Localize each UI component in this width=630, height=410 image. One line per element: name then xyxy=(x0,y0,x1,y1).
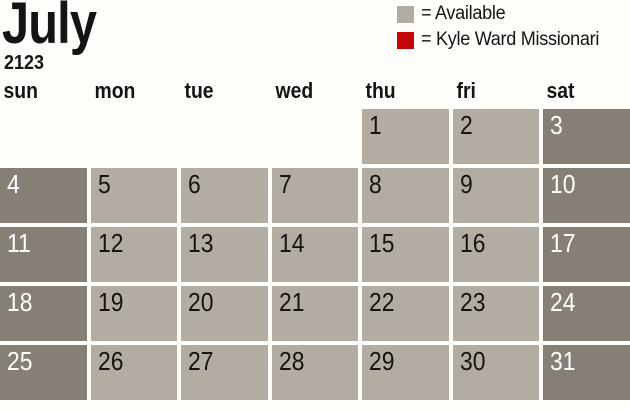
day-cell-6[interactable]: 6 xyxy=(181,168,268,223)
legend-item-kyle-ward-missionaries: = Kyle Ward Missionari xyxy=(397,29,609,51)
day-cell-10[interactable]: 10 xyxy=(543,168,630,223)
day-number: 16 xyxy=(459,228,486,258)
legend: = Available = Kyle Ward Missionari xyxy=(397,3,609,51)
weekday-sat: sat xyxy=(546,78,575,103)
day-number: 1 xyxy=(369,110,383,140)
weekday-thu: thu xyxy=(365,78,396,103)
day-cell-29[interactable]: 29 xyxy=(362,345,449,400)
day-number: 26 xyxy=(97,346,124,376)
booked-swatch-icon xyxy=(397,31,414,49)
weekday-mon: mon xyxy=(94,78,135,103)
day-number: 27 xyxy=(188,346,214,376)
day-cell-13[interactable]: 13 xyxy=(181,227,268,282)
day-cell-22[interactable]: 22 xyxy=(362,286,449,341)
day-number: 25 xyxy=(7,346,33,376)
day-number: 30 xyxy=(459,346,486,376)
day-cell-25[interactable]: 25 xyxy=(0,345,87,400)
day-cell-17[interactable]: 17 xyxy=(543,227,630,282)
legend-item-available: = Available xyxy=(397,3,609,25)
weekday-sun: sun xyxy=(3,78,38,103)
day-cell-15[interactable]: 15 xyxy=(362,227,449,282)
day-number: 15 xyxy=(369,228,395,258)
day-number: 17 xyxy=(550,228,576,258)
day-cell-21[interactable]: 21 xyxy=(271,286,359,341)
day-number: 20 xyxy=(188,287,214,317)
day-number: 13 xyxy=(188,228,214,258)
day-number: 11 xyxy=(7,228,31,258)
day-cell-26[interactable]: 26 xyxy=(90,345,178,400)
day-number: 14 xyxy=(278,228,305,258)
day-number: 6 xyxy=(188,169,201,199)
weekday-header-row: sun mon tue wed thu fri sat xyxy=(0,78,630,104)
day-number: 31 xyxy=(550,346,576,376)
day-cell-8[interactable]: 8 xyxy=(362,168,449,223)
day-number: 24 xyxy=(550,287,576,317)
calendar-grid: 1 2 3 4 5 6 7 8 9 10 11 12 13 14 15 16 1… xyxy=(0,109,630,400)
weekday-fri: fri xyxy=(456,78,476,103)
day-cell-31[interactable]: 31 xyxy=(543,345,630,400)
day-cell-7[interactable]: 7 xyxy=(271,168,359,223)
day-cell-19[interactable]: 19 xyxy=(90,286,178,341)
day-cell-1[interactable]: 1 xyxy=(362,109,449,164)
day-cell-2[interactable]: 2 xyxy=(452,109,540,164)
day-number: 19 xyxy=(97,287,124,317)
day-number: 7 xyxy=(278,169,292,199)
day-cell-4[interactable]: 4 xyxy=(0,168,87,223)
day-cell-16[interactable]: 16 xyxy=(452,227,540,282)
day-number: 10 xyxy=(550,169,576,199)
day-cell-20[interactable]: 20 xyxy=(181,286,268,341)
day-cell-11[interactable]: 11 xyxy=(0,227,87,282)
day-cell-3[interactable]: 3 xyxy=(543,109,630,164)
day-number: 4 xyxy=(7,169,20,199)
day-number: 21 xyxy=(278,287,305,317)
day-cell-27[interactable]: 27 xyxy=(181,345,268,400)
available-swatch-icon xyxy=(397,5,414,23)
day-cell-18[interactable]: 18 xyxy=(0,286,87,341)
day-number: 5 xyxy=(97,169,111,199)
day-cell-12[interactable]: 12 xyxy=(90,227,178,282)
day-number: 28 xyxy=(278,346,305,376)
empty-cell xyxy=(91,109,178,164)
legend-label-available: = Available xyxy=(421,3,506,24)
day-cell-28[interactable]: 28 xyxy=(271,345,359,400)
day-number: 3 xyxy=(550,110,564,140)
day-cell-30[interactable]: 30 xyxy=(452,345,540,400)
day-cell-23[interactable]: 23 xyxy=(452,286,540,341)
weekday-tue: tue xyxy=(184,78,214,103)
month-title: July xyxy=(2,0,97,56)
day-number: 9 xyxy=(459,169,473,199)
day-cell-9[interactable]: 9 xyxy=(452,168,540,223)
legend-label-kyle-ward-missionaries: = Kyle Ward Missionari xyxy=(421,29,600,50)
weekday-wed: wed xyxy=(275,78,313,103)
day-number: 18 xyxy=(7,287,33,317)
day-number: 8 xyxy=(369,169,383,199)
day-number: 29 xyxy=(369,346,395,376)
day-cell-24[interactable]: 24 xyxy=(543,286,630,341)
year-label: 2123 xyxy=(4,52,45,74)
empty-cell xyxy=(272,109,359,164)
day-number: 23 xyxy=(459,287,486,317)
empty-cell xyxy=(0,109,87,164)
day-number: 2 xyxy=(459,110,473,140)
day-number: 12 xyxy=(97,228,124,258)
day-number: 22 xyxy=(369,287,395,317)
day-cell-5[interactable]: 5 xyxy=(90,168,178,223)
empty-cell xyxy=(181,109,268,164)
day-cell-14[interactable]: 14 xyxy=(271,227,359,282)
